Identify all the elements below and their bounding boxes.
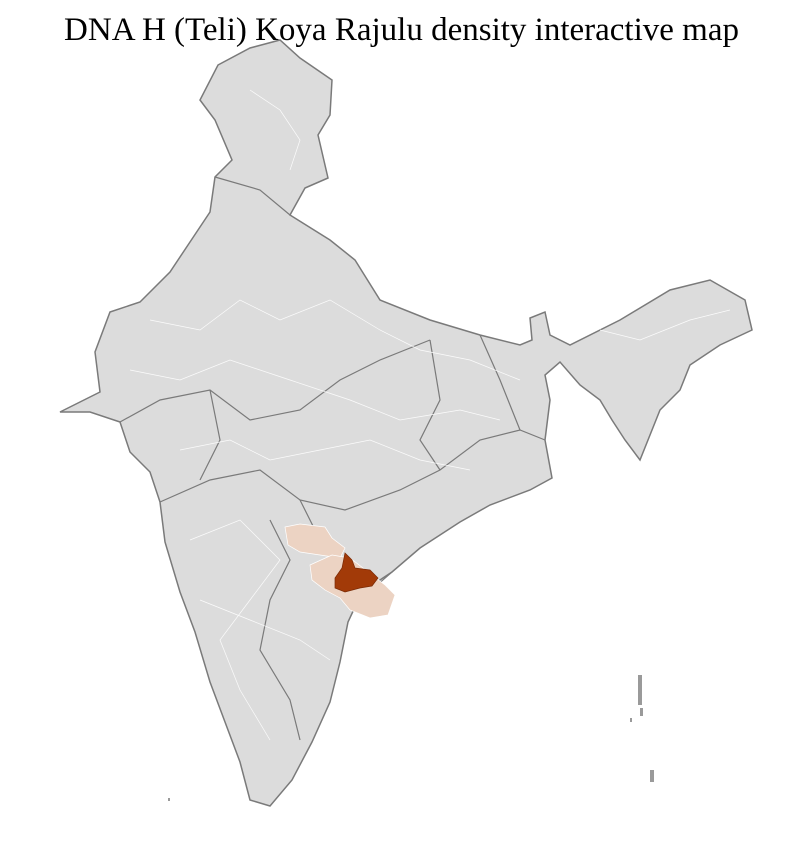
andaman-islands[interactable]: [630, 675, 654, 782]
district-borders: [129, 89, 731, 741]
india-outline[interactable]: [59, 39, 753, 807]
district-low-density-north[interactable]: [284, 523, 346, 559]
district-high-density[interactable]: [334, 552, 379, 593]
lakshadweep-islands[interactable]: [168, 798, 170, 801]
map-title: DNA H (Teli) Koya Rajulu density interac…: [64, 12, 739, 48]
state-borders: [119, 176, 546, 741]
